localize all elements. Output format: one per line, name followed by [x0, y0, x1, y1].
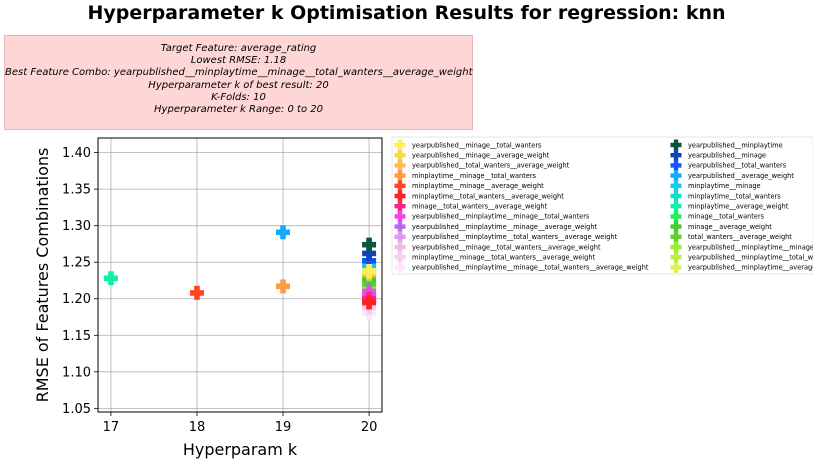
legend-entry-label: yearpublished__minage__total_wanters [412, 141, 542, 149]
legend-entry-label: yearpublished__average_weight [688, 172, 794, 180]
legend-entry-label: minplaytime__total_wanters [688, 192, 781, 200]
legend-marker [394, 159, 406, 171]
legend-frame [391, 136, 813, 275]
legend-entry-label: total_wanters__average_weight [688, 233, 792, 241]
legend-entry-label: minplaytime__minage__total_wanters [412, 172, 537, 180]
chart-title: Hyperparameter k Optimisation Results fo… [87, 2, 726, 24]
legend-marker [670, 170, 682, 182]
legend-marker [394, 221, 406, 233]
y-tick-label: 1.20 [62, 292, 91, 307]
y-tick-label: 1.15 [62, 329, 91, 344]
legend-entry-label: minplaytime__total_wanters__average_weig… [412, 192, 564, 200]
data-point [362, 237, 377, 252]
legend-entry-label: yearpublished__total_wanters [688, 162, 787, 170]
legend-entry-label: yearpublished__minplaytime__minage [688, 243, 813, 251]
y-tick-label: 1.35 [62, 183, 91, 198]
y-tick-label: 1.10 [62, 365, 91, 380]
y-tick-label: 1.30 [62, 219, 91, 234]
legend-marker [670, 210, 682, 222]
legend-entry-label: yearpublished__minplaytime__average_weig… [688, 264, 813, 272]
y-tick-label: 1.40 [62, 146, 91, 161]
info-lowest-rmse: Lowest RMSE: 1.18 [190, 55, 287, 67]
legend-marker [670, 180, 682, 192]
legend-entry-label: yearpublished__minplaytime__total_wanter… [412, 233, 618, 241]
legend-marker [394, 139, 406, 151]
legend-marker [670, 200, 682, 212]
legend-marker [670, 231, 682, 243]
data-point [103, 271, 118, 286]
data-point [362, 253, 377, 268]
info-k-range: Hyperparameter k Range: 0 to 20 [154, 104, 323, 116]
legend-marker [670, 261, 682, 273]
legend-entry-label: yearpublished__minplaytime__minage__aver… [412, 223, 598, 231]
x-tick-label: 17 [103, 420, 120, 435]
legend-marker [670, 221, 682, 233]
legend-entry-label: yearpublished__total_wanters__average_we… [412, 162, 570, 170]
legend-entry-label: minage__average_weight [688, 223, 772, 231]
legend-entry-label: minplaytime__average_weight [688, 203, 789, 211]
data-points [103, 225, 377, 321]
legend-marker [394, 180, 406, 192]
legend-entry-label: yearpublished__minage__average_weight [412, 152, 550, 160]
legend-entry-label: yearpublished__minage__total_wanters__av… [412, 243, 601, 251]
y-tick-label: 1.25 [62, 256, 91, 271]
legend-entry-label: yearpublished__minplaytime__total_wanter… [688, 254, 813, 262]
legend-marker [394, 251, 406, 263]
legend-entry-label: yearpublished__minage [688, 152, 766, 160]
legend-marker [394, 210, 406, 222]
info-best-combo: Best Feature Combo: yearpublished__minpl… [5, 67, 473, 79]
legend-marker [670, 159, 682, 171]
x-tick-label: 20 [361, 420, 378, 435]
legend-marker [670, 251, 682, 263]
data-point [362, 295, 377, 310]
info-kfolds: K-Folds: 10 [211, 91, 266, 103]
legend-marker [394, 149, 406, 161]
legend-marker [670, 190, 682, 202]
plot-frame [97, 137, 383, 413]
data-point [362, 246, 377, 261]
axis-ticks: 17 18 19 20 1.05 1.10 1.15 1.20 1.25 1.30 1.35 1.40 [62, 146, 377, 435]
legend-marker [670, 149, 682, 161]
data-point [189, 285, 204, 300]
results-info-box: Target Feature: average_rating Lowest RM… [4, 35, 473, 130]
legend-entry-label: minplaytime__minage__average_weight [412, 182, 544, 190]
info-target: Target Feature: average_rating [160, 43, 317, 54]
legend-entry-label: minage__total_wanters [688, 213, 765, 221]
data-point [276, 225, 291, 240]
legend-marker [394, 241, 406, 253]
y-axis-label: RMSE of Features Combinations [33, 148, 52, 403]
grid-lines [98, 138, 382, 412]
legend-entry-label: yearpublished__minplaytime__minage__tota… [412, 264, 649, 272]
legend-marker [670, 139, 682, 151]
x-axis-label: Hyperparam k [183, 440, 298, 459]
legend-entry-label: minage__total_wanters__average_weight [412, 203, 548, 211]
legend-marker [394, 231, 406, 243]
legend-entry-label: minplaytime__minage [688, 182, 761, 190]
legend-marker [394, 200, 406, 212]
x-tick-label: 19 [275, 420, 292, 435]
legend-marker [394, 170, 406, 182]
legend-marker [394, 261, 406, 273]
y-tick-label: 1.05 [62, 402, 91, 417]
data-point [362, 263, 377, 278]
legend-entry-label: minplaytime__minage__total_wanters__aver… [412, 254, 596, 262]
legend-marker [394, 190, 406, 202]
legend-marker [670, 241, 682, 253]
info-best-k: Hyperparameter k of best result: 20 [148, 79, 329, 91]
data-point [276, 279, 291, 294]
legend: yearpublished__minage__total_wantersyear… [391, 136, 813, 275]
legend-entry-label: yearpublished__minplaytime [688, 141, 783, 149]
x-tick-label: 18 [189, 420, 206, 435]
legend-entry-label: yearpublished__minplaytime__minage__tota… [412, 213, 590, 221]
